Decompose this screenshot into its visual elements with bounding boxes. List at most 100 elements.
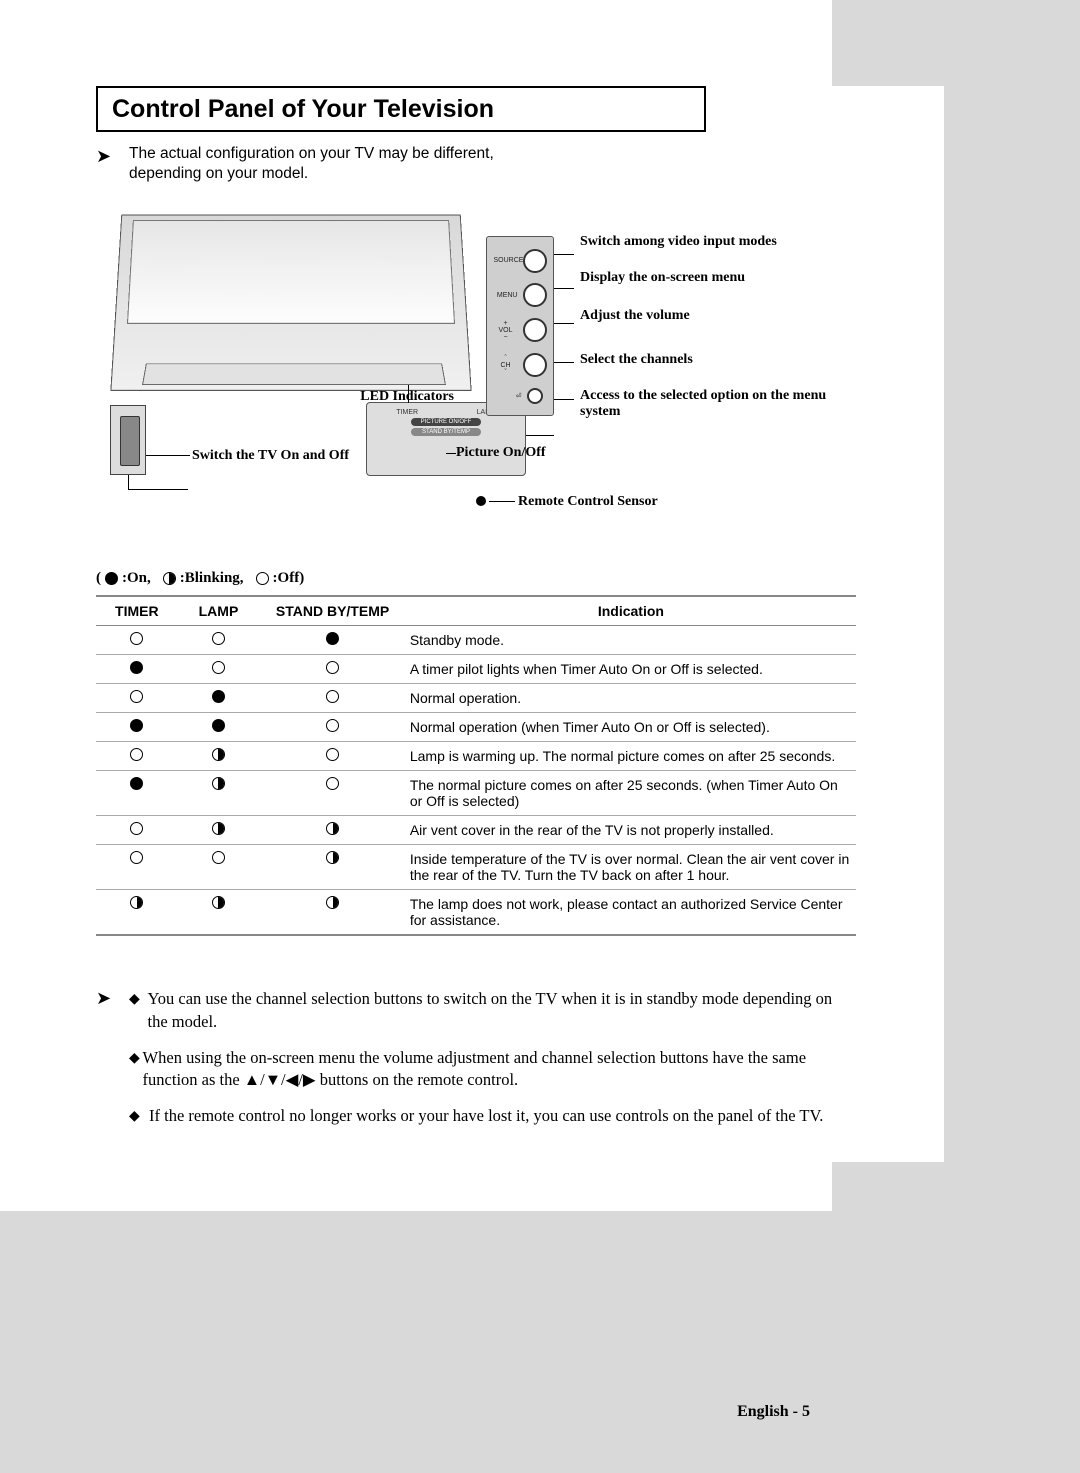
volume-button[interactable] bbox=[523, 318, 547, 342]
leader-line bbox=[489, 501, 515, 502]
table-row: Inside temperature of the TV is over nor… bbox=[96, 845, 856, 890]
leader-line bbox=[146, 455, 190, 456]
cell-stand bbox=[259, 890, 406, 936]
channel-button[interactable] bbox=[523, 353, 547, 377]
note-text: When using the on-screen menu the volume… bbox=[143, 1047, 849, 1092]
enter-button[interactable] bbox=[527, 388, 543, 404]
tv-power-switch bbox=[110, 405, 146, 475]
led-pic-label: PICTURE ON/OFF bbox=[411, 418, 481, 426]
leader-line bbox=[554, 399, 574, 400]
menu-button[interactable] bbox=[523, 283, 547, 307]
label-source: Switch among video input modes bbox=[580, 234, 777, 250]
tv-base bbox=[142, 364, 446, 385]
legend-row: ( :On, :Blinking, :Off) bbox=[96, 570, 944, 587]
cell-stand bbox=[259, 845, 406, 890]
legend-off-icon bbox=[256, 572, 269, 585]
page-title: Control Panel of Your Television bbox=[112, 95, 494, 124]
note-item: ◆If the remote control no longer works o… bbox=[129, 1105, 849, 1127]
col-lamp: LAMP bbox=[178, 596, 260, 626]
col-indication: Indication bbox=[406, 596, 856, 626]
table-row: A timer pilot lights when Timer Auto On … bbox=[96, 655, 856, 684]
cell-indication: The normal picture comes on after 25 sec… bbox=[406, 771, 856, 816]
leader-line bbox=[408, 385, 409, 403]
notes-block: ➤ ◆ You can use the channel selection but… bbox=[96, 988, 944, 1141]
title-box: Control Panel of Your Television bbox=[96, 86, 706, 132]
cell-stand bbox=[259, 655, 406, 684]
source-button[interactable] bbox=[523, 249, 547, 273]
cell-stand bbox=[259, 816, 406, 845]
led-indication-table: TIMER LAMP STAND BY/TEMP Indication Stan… bbox=[96, 595, 856, 936]
tv-button-column: SOURCE MENU +VOL− ˆCHˇ ⏎ bbox=[486, 236, 554, 416]
legend-on-icon bbox=[105, 572, 118, 585]
legend-blinking-icon bbox=[163, 572, 176, 585]
label-channel: Select the channels bbox=[580, 352, 693, 368]
note-text: You can use the channel selection button… bbox=[148, 988, 850, 1033]
btn-vol-text: VOL bbox=[494, 327, 518, 334]
legend-on-text: :On, bbox=[122, 570, 151, 587]
cell-stand bbox=[259, 684, 406, 713]
notes-list: ◆ You can use the channel selection butto… bbox=[129, 988, 849, 1141]
cell-timer bbox=[96, 684, 178, 713]
led-stand-label: STAND BY/TEMP bbox=[411, 428, 481, 436]
cell-lamp bbox=[178, 684, 260, 713]
cell-indication: Standby mode. bbox=[406, 626, 856, 655]
diamond-bullet-icon: ◆ bbox=[129, 1105, 149, 1127]
cell-lamp bbox=[178, 626, 260, 655]
cell-lamp bbox=[178, 816, 260, 845]
cell-timer bbox=[96, 771, 178, 816]
table-row: Air vent cover in the rear of the TV is … bbox=[96, 816, 856, 845]
cell-stand bbox=[259, 771, 406, 816]
cell-lamp bbox=[178, 742, 260, 771]
cell-timer bbox=[96, 655, 178, 684]
table-row: The normal picture comes on after 25 sec… bbox=[96, 771, 856, 816]
tv-screen bbox=[127, 220, 455, 324]
cell-timer bbox=[96, 742, 178, 771]
col-stand: STAND BY/TEMP bbox=[259, 596, 406, 626]
notes-arrow-icon: ➤ bbox=[96, 988, 129, 1009]
label-enter: Access to the selected option on the men… bbox=[580, 388, 840, 420]
leader-line bbox=[128, 489, 188, 490]
cell-lamp bbox=[178, 655, 260, 684]
cell-timer bbox=[96, 890, 178, 936]
cell-lamp bbox=[178, 713, 260, 742]
cell-indication: A timer pilot lights when Timer Auto On … bbox=[406, 655, 856, 684]
cell-stand bbox=[259, 626, 406, 655]
leader-line bbox=[554, 362, 574, 363]
label-volume: Adjust the volume bbox=[580, 308, 690, 324]
leader-line bbox=[526, 435, 554, 436]
legend-blinking-text: :Blinking, bbox=[180, 570, 244, 587]
remote-sensor-dot bbox=[476, 496, 486, 506]
btn-source-text: SOURCE bbox=[494, 257, 518, 264]
cell-lamp bbox=[178, 845, 260, 890]
cell-stand bbox=[259, 713, 406, 742]
cell-indication: The lamp does not work, please contact a… bbox=[406, 890, 856, 936]
table-row: Normal operation. bbox=[96, 684, 856, 713]
label-led-indicators: LED Indicators bbox=[344, 389, 454, 405]
cell-timer bbox=[96, 845, 178, 890]
label-menu: Display the on-screen menu bbox=[580, 270, 745, 286]
table-row: Normal operation (when Timer Auto On or … bbox=[96, 713, 856, 742]
cell-lamp bbox=[178, 771, 260, 816]
cell-timer bbox=[96, 626, 178, 655]
led-timer-label: TIMER bbox=[396, 409, 418, 416]
note-item: ◆You can use the channel selection butto… bbox=[129, 988, 849, 1033]
page-margin-bottom bbox=[0, 1211, 848, 1473]
note-item: ◆When using the on-screen menu the volum… bbox=[129, 1047, 849, 1092]
cell-stand bbox=[259, 742, 406, 771]
cell-indication: Inside temperature of the TV is over nor… bbox=[406, 845, 856, 890]
legend-off-text: :Off) bbox=[273, 570, 305, 587]
page-content: Control Panel of Your Television ➤ The a… bbox=[96, 86, 944, 1162]
label-picture-onoff: Picture On/Off bbox=[456, 445, 546, 461]
note-text: If the remote control no longer works or… bbox=[149, 1105, 823, 1127]
leader-line bbox=[128, 475, 129, 489]
leader-line bbox=[446, 453, 456, 454]
cell-timer bbox=[96, 816, 178, 845]
label-sensor: Remote Control Sensor bbox=[518, 494, 658, 510]
cell-indication: Lamp is warming up. The normal picture c… bbox=[406, 742, 856, 771]
intro-text: The actual configuration on your TV may … bbox=[129, 144, 569, 184]
col-timer: TIMER bbox=[96, 596, 178, 626]
table-row: Standby mode. bbox=[96, 626, 856, 655]
label-power: Switch the TV On and Off bbox=[192, 448, 349, 464]
cell-lamp bbox=[178, 890, 260, 936]
leader-line bbox=[554, 323, 574, 324]
